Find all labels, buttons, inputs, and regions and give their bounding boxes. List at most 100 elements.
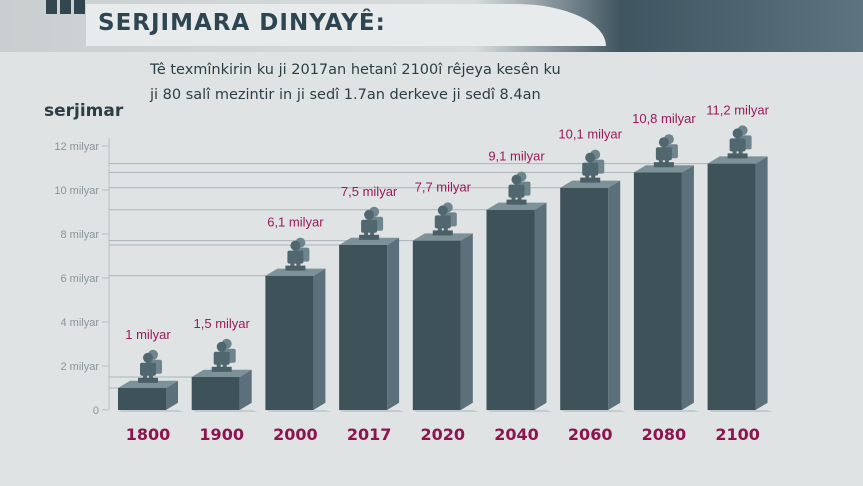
person-head	[216, 341, 227, 352]
bar-top-face	[412, 233, 473, 241]
y-tick-label: 8 milyar	[60, 229, 99, 241]
category-label: 2060	[568, 425, 613, 444]
person-figure	[580, 149, 605, 183]
person-figure	[727, 125, 752, 159]
chart-subtitle: Tê texmînkirin ku ji 2017an hetanî 2100î…	[150, 62, 561, 103]
person-body	[729, 138, 746, 152]
person-pedestal	[727, 153, 748, 159]
category-label: 1900	[199, 425, 244, 444]
person-pedestal	[506, 199, 527, 205]
bar-top-face	[118, 380, 178, 388]
category-label: 1800	[126, 425, 171, 444]
bar-shadow	[633, 410, 700, 412]
bar	[118, 349, 184, 412]
bar-front-face	[486, 209, 535, 410]
bar-top-face	[707, 156, 768, 164]
person-figure	[138, 349, 162, 383]
data-label: 10,1 milyar	[558, 127, 622, 142]
data-label: 10,8 milyar	[632, 111, 696, 126]
bar-shadow	[265, 410, 332, 412]
person-figure	[653, 134, 678, 168]
person-pedestal	[359, 234, 380, 240]
bar-side-face	[755, 156, 768, 410]
bar-front-face	[633, 172, 682, 410]
bar	[486, 171, 553, 412]
bars-layer	[118, 125, 774, 412]
labels-layer: 1 milyar 1800 1,5 milyar 1900 6,1 milyar 2000…	[125, 102, 769, 444]
bar-shadow	[191, 410, 258, 412]
bar-front-face	[560, 187, 609, 410]
category-label: 2020	[421, 425, 466, 444]
person-figure	[359, 206, 384, 240]
bar	[560, 149, 627, 412]
person-pedestal	[138, 377, 158, 383]
data-label: 11,2 milyar	[706, 102, 769, 117]
bar-side-face	[681, 165, 694, 410]
person-body	[655, 147, 672, 161]
header-deco-block	[46, 0, 57, 14]
bar	[707, 125, 774, 412]
y-tick-label: 4 milyar	[60, 317, 99, 329]
bar-top-face	[486, 202, 547, 210]
bar-shadow	[707, 410, 774, 412]
person-head	[437, 205, 448, 216]
bar-front-face	[707, 163, 756, 410]
data-label: 6,1 milyar	[267, 215, 324, 230]
person-pedestal	[580, 177, 601, 183]
person-pedestal	[432, 230, 453, 236]
person-head	[290, 240, 301, 251]
data-label: 1,5 milyar	[194, 316, 251, 331]
bar-shadow	[339, 410, 406, 412]
header-title-panel	[86, 4, 606, 46]
bar-front-face	[412, 240, 461, 410]
person-pedestal	[653, 162, 674, 168]
bar-side-face	[387, 237, 400, 410]
data-label: 7,7 milyar	[415, 179, 472, 194]
person-figure	[211, 338, 236, 372]
person-head	[364, 209, 375, 220]
person-head	[732, 128, 743, 139]
bar	[339, 206, 406, 412]
bar-shadow	[560, 410, 627, 412]
person-body	[140, 362, 156, 376]
bar-side-face	[534, 202, 547, 410]
bar-side-face	[460, 233, 473, 410]
person-figure	[285, 237, 310, 271]
bar-shadow	[118, 410, 184, 412]
person-body	[582, 162, 599, 176]
person-head	[143, 352, 153, 363]
y-tick-label: 0	[93, 405, 99, 417]
data-label: 9,1 milyar	[488, 149, 545, 164]
person-pedestal	[211, 366, 232, 372]
y-tick-label: 2 milyar	[60, 361, 99, 373]
person-head	[658, 137, 669, 148]
data-label: 1 milyar	[125, 327, 171, 342]
person-figure	[506, 171, 531, 205]
bar-top-face	[265, 268, 326, 276]
bar-side-face	[313, 268, 326, 410]
category-label: 2000	[273, 425, 318, 444]
bar-top-face	[633, 165, 694, 173]
bar	[412, 202, 479, 412]
person-body	[508, 184, 525, 198]
person-head	[511, 174, 522, 185]
category-label: 2040	[494, 425, 539, 444]
y-tick-label: 6 milyar	[60, 273, 99, 285]
bar-top-face	[191, 369, 252, 377]
header-deco-block	[74, 0, 85, 14]
bar-shadow	[412, 410, 479, 412]
bar-top-face	[339, 237, 400, 245]
person-head	[585, 152, 596, 163]
y-tick-label: 10 milyar	[54, 185, 99, 197]
bar-front-face	[265, 275, 314, 410]
bar-side-face	[239, 369, 252, 410]
bar-top-face	[560, 180, 621, 188]
bar-front-face	[191, 377, 240, 410]
page-title: SERJIMARA DINYAYÊ:	[98, 10, 386, 36]
person-figure	[432, 202, 457, 236]
header-deco-block	[60, 0, 71, 14]
person-body	[287, 250, 304, 264]
y-tick-label: 12 milyar	[54, 141, 99, 153]
